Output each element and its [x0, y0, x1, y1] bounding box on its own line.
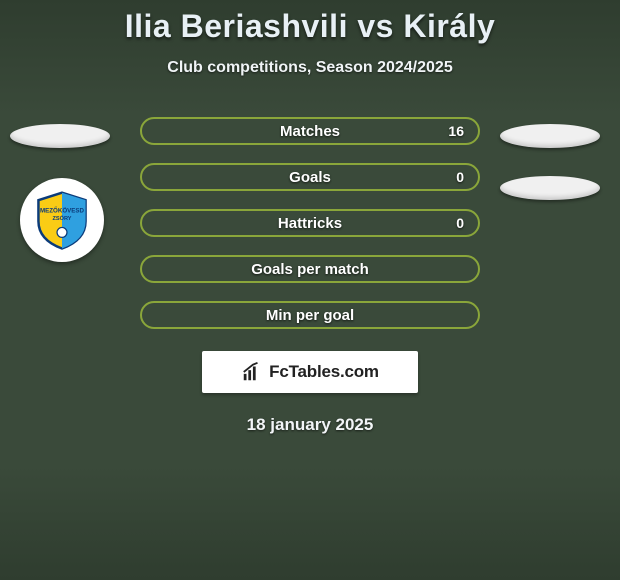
placeholder-ellipse-left [10, 124, 110, 148]
stat-list: Matches 16 Goals 0 Hattricks 0 Goals per… [140, 117, 480, 329]
stat-value: 0 [456, 215, 464, 231]
stat-label: Goals per match [251, 261, 369, 278]
brand-label: FcTables.com [202, 351, 418, 393]
stat-bar-goals-per-match: Goals per match [140, 255, 480, 283]
stat-label: Matches [280, 123, 340, 140]
brand-text: FcTables.com [269, 362, 379, 382]
placeholder-ellipse-right-1 [500, 124, 600, 148]
stat-bar-hattricks: Hattricks 0 [140, 209, 480, 237]
date-text: 18 january 2025 [0, 415, 620, 435]
season-subtitle: Club competitions, Season 2024/2025 [0, 59, 620, 77]
club-badge: MEZŐKÖVESD ZSÓRY [20, 178, 104, 262]
chart-icon [241, 361, 263, 383]
stat-value: 16 [448, 123, 464, 139]
stat-label: Hattricks [278, 215, 342, 232]
stat-label: Min per goal [266, 307, 354, 324]
stat-bar-matches: Matches 16 [140, 117, 480, 145]
svg-text:MEZŐKÖVESD: MEZŐKÖVESD [40, 208, 85, 215]
stat-label: Goals [289, 169, 331, 186]
club-crest-icon: MEZŐKÖVESD ZSÓRY [31, 189, 93, 251]
stat-bar-min-per-goal: Min per goal [140, 301, 480, 329]
stat-bar-goals: Goals 0 [140, 163, 480, 191]
placeholder-ellipse-right-2 [500, 176, 600, 200]
page-title: Ilia Beriashvili vs Király [0, 0, 620, 45]
stat-value: 0 [456, 169, 464, 185]
